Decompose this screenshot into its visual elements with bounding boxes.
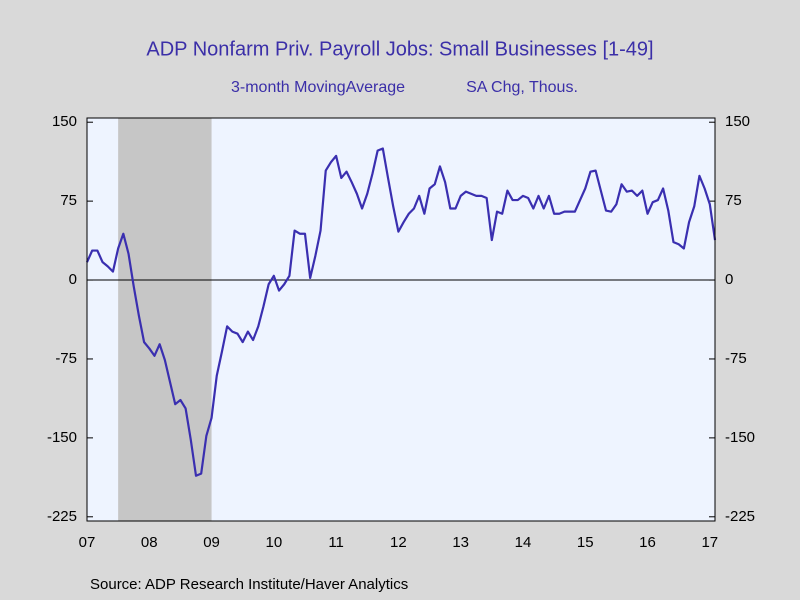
y-tick-label: 75 [60, 192, 77, 209]
shaded-period [118, 118, 212, 521]
x-tick-label: 13 [452, 534, 469, 551]
y-tick-label: -150 [47, 429, 77, 446]
y-tick-label: 0 [69, 271, 77, 288]
y2-tick-label: 75 [725, 192, 742, 209]
y-tick-label: 150 [52, 113, 77, 130]
x-tick-label: 07 [79, 534, 96, 551]
y2-tick-label: -225 [725, 508, 755, 525]
x-tick-label: 16 [639, 534, 656, 551]
y-tick-label: -75 [55, 350, 77, 367]
x-tick-label: 12 [390, 534, 407, 551]
plot-frame [86, 117, 716, 522]
y2-tick-label: 150 [725, 113, 750, 130]
x-tick-label: 09 [203, 534, 220, 551]
x-tick-label: 11 [328, 534, 344, 551]
y2-tick-label: 0 [725, 271, 733, 288]
x-tick-label: 08 [141, 534, 158, 551]
y2-tick-label: -150 [725, 429, 755, 446]
x-tick-label: 15 [577, 534, 594, 551]
chart-subtitle: SA Chg, Thous. [466, 79, 578, 96]
x-tick-label: 17 [701, 534, 718, 551]
data-line [85, 147, 717, 477]
chart-subtitle: 3-month MovingAverage [231, 79, 405, 96]
chart-title: ADP Nonfarm Priv. Payroll Jobs: Small Bu… [146, 38, 653, 60]
source-note: Source: ADP Research Institute/Haver Ana… [90, 576, 408, 593]
y2-tick-label: -75 [725, 350, 747, 367]
y-tick-label: -225 [47, 508, 77, 525]
x-tick-label: 10 [265, 534, 282, 551]
x-tick-label: 14 [515, 534, 532, 551]
